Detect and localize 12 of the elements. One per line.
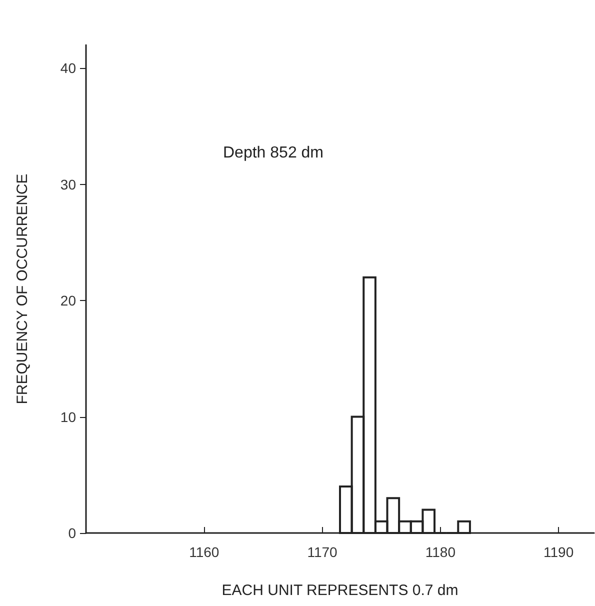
x-tick-label: 1170 [307, 544, 338, 560]
y-tick-label: 40 [60, 60, 76, 76]
x-tick-label: 1180 [425, 544, 456, 560]
y-tick-label: 20 [60, 292, 76, 309]
y-tick-label: 0 [68, 525, 76, 541]
x-axis-title: EACH UNIT REPRESENTS 0.7 dm [222, 582, 458, 599]
y-tick-label: 30 [60, 176, 76, 192]
y-axis-title: FREQUENCY OF OCCURRENCE [14, 174, 31, 404]
text: Depth 852 dm [223, 144, 324, 162]
x-tick-label: 1190 [544, 544, 574, 560]
x-tick-label: 1160 [189, 544, 220, 560]
y-tick-label: 10 [60, 408, 76, 425]
